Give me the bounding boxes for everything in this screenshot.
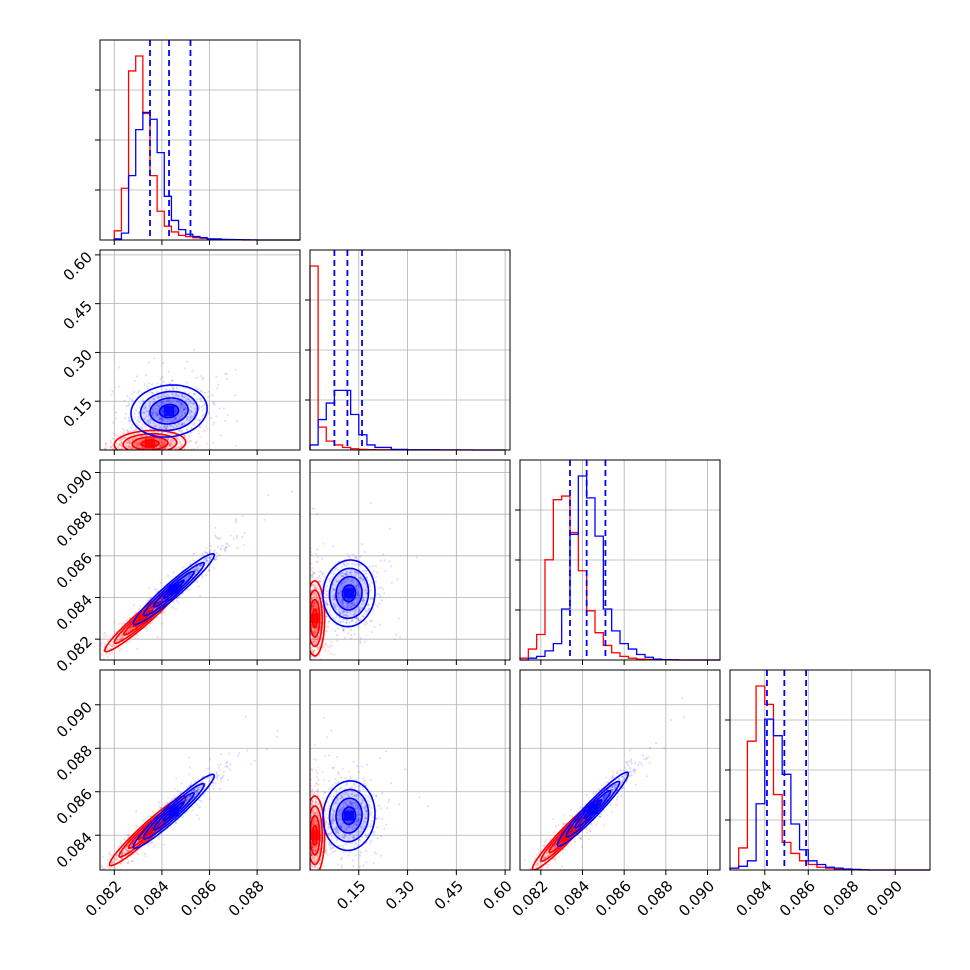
- x-tick-label-1-1: 0.30: [382, 877, 418, 913]
- panel-frame-1-0: [99, 249, 301, 451]
- joint-panel-2-0: [100, 490, 294, 660]
- x-tick-label-2-0: 0.082: [508, 877, 551, 920]
- y-tick-label-1-0: 0.15: [60, 395, 96, 431]
- panel-frame-3-2: [519, 669, 721, 871]
- y-tick-label-3-3: 0.090: [53, 698, 96, 741]
- grid-1-1: [310, 250, 510, 450]
- x-tick-label-3-2: 0.088: [819, 877, 862, 920]
- contours-blue-3-0: [132, 773, 216, 850]
- x-tick-label-2-1: 0.084: [550, 877, 593, 920]
- joint-panel-1-0: [101, 348, 238, 450]
- y-tick-label-1-3: 0.60: [60, 248, 96, 284]
- y-tick-label-3-2: 0.088: [53, 742, 96, 785]
- y-tick-label-2-1: 0.084: [53, 591, 96, 634]
- panel-frame-2-1: [309, 459, 511, 661]
- y-tick-label-3-1: 0.086: [53, 785, 96, 828]
- x-tick-label-0-0: 0.082: [82, 877, 125, 920]
- grid-1-0: [100, 250, 300, 450]
- y-tick-label-2-4: 0.090: [53, 466, 96, 509]
- hist-red-3: [729, 685, 930, 871]
- y-tick-label-1-1: 0.30: [60, 346, 96, 382]
- panel-frame-2-0: [99, 459, 301, 661]
- x-tick-label-1-0: 0.15: [333, 877, 369, 913]
- grid-0-0: [100, 40, 300, 240]
- grid-2-0: [100, 460, 300, 660]
- panel-frame-3-1: [309, 669, 511, 871]
- grid-3-2: [520, 670, 720, 870]
- x-tick-label-0-1: 0.084: [130, 877, 173, 920]
- contours-blue-2-1: [322, 559, 376, 628]
- x-tick-label-2-3: 0.088: [633, 877, 676, 920]
- contours-red-2-1: [310, 579, 326, 657]
- x-tick-label-0-3: 0.088: [225, 877, 268, 920]
- contours-blue-3-1: [322, 780, 376, 852]
- joint-panel-3-0: [100, 715, 279, 870]
- contours-blue-2-0: [132, 552, 216, 626]
- contours-red-1-0: [113, 429, 187, 450]
- y-tick-label-2-3: 0.088: [53, 507, 96, 550]
- y-tick-label-1-2: 0.45: [60, 297, 96, 333]
- x-tick-label-2-4: 0.090: [675, 877, 718, 920]
- hist-red-0: [113, 55, 300, 241]
- panel-frame-3-0: [99, 669, 301, 871]
- y-tick-label-2-2: 0.086: [53, 549, 96, 592]
- hist-blue-2: [520, 475, 720, 661]
- grid-3-3: [730, 670, 930, 870]
- hist-blue-3: [729, 718, 930, 871]
- joint-panel-3-1: [310, 716, 430, 870]
- x-tick-label-1-2: 0.45: [431, 877, 467, 913]
- y-tick-label-3-0: 0.084: [53, 828, 96, 871]
- joint-panel-3-2: [523, 696, 686, 870]
- x-tick-label-0-2: 0.086: [177, 877, 220, 920]
- contours-blue-3-2: [556, 771, 630, 847]
- x-tick-label-2-2: 0.086: [592, 877, 635, 920]
- joint-panel-2-1: [310, 501, 418, 660]
- x-tick-label-3-3: 0.090: [863, 877, 906, 920]
- contours-blue-1-0: [130, 384, 208, 438]
- x-tick-label-3-1: 0.086: [776, 877, 819, 920]
- contours-red-3-1: [310, 795, 326, 870]
- hist-blue-0: [113, 111, 300, 241]
- grid-2-1: [310, 460, 510, 660]
- y-tick-label-2-0: 0.082: [53, 632, 96, 675]
- x-tick-label-3-0: 0.084: [732, 877, 775, 920]
